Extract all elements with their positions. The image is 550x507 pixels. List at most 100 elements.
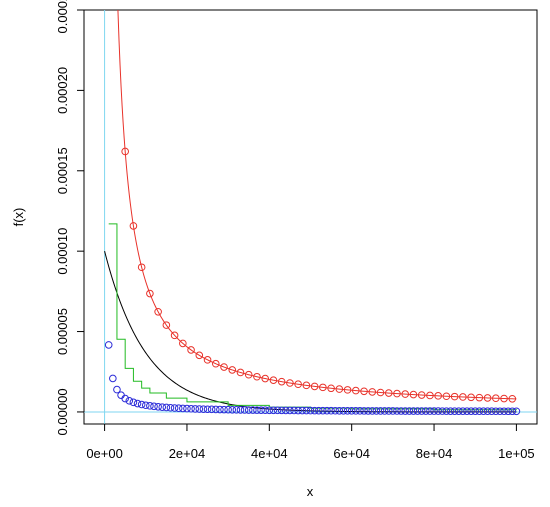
data-point <box>195 405 204 413</box>
series-3 <box>104 341 521 416</box>
data-point <box>216 405 224 414</box>
data-point <box>166 403 175 412</box>
data-point <box>487 407 496 416</box>
series-0 <box>117 10 517 403</box>
data-point <box>347 407 356 415</box>
data-point <box>475 407 484 416</box>
series-2 <box>108 223 517 411</box>
data-point <box>211 359 220 368</box>
data-point <box>319 383 327 392</box>
data-point <box>207 405 216 414</box>
data-point <box>154 307 162 316</box>
data-point <box>393 407 401 415</box>
data-point <box>430 407 438 415</box>
x-tick-label: 2e+04 <box>169 446 206 461</box>
data-point <box>335 406 344 415</box>
data-point <box>368 388 377 396</box>
data-point <box>273 406 282 415</box>
data-point <box>104 341 113 349</box>
data-point <box>253 372 261 381</box>
data-point <box>286 379 294 387</box>
data-point <box>492 407 500 416</box>
x-tick-label: 4e+04 <box>251 446 288 461</box>
data-point <box>323 406 331 415</box>
y-axis-label: f(x) <box>11 208 26 227</box>
data-point <box>496 407 504 416</box>
data-point <box>203 356 212 364</box>
data-point <box>170 331 179 340</box>
data-point <box>113 385 121 394</box>
data-point <box>450 392 459 401</box>
data-point <box>174 404 183 413</box>
data-point <box>220 363 228 371</box>
data-point <box>269 406 278 415</box>
data-point <box>500 407 508 416</box>
data-point <box>191 405 199 413</box>
data-point <box>236 368 245 377</box>
data-point <box>393 389 401 398</box>
data-point <box>146 402 154 410</box>
data-point <box>183 404 191 413</box>
data-point <box>483 394 492 402</box>
data-point <box>277 406 286 415</box>
data-point <box>220 405 228 414</box>
data-point <box>125 396 134 405</box>
data-point <box>450 407 459 415</box>
x-axis: 0e+00 2e+04 4e+04 6e+04 8e+04 1e+05 <box>86 423 535 461</box>
data-point <box>294 406 302 415</box>
data-point <box>467 407 475 415</box>
data-point <box>327 406 335 415</box>
data-point <box>384 407 393 415</box>
data-point <box>405 407 414 415</box>
y-tick-label: 0.00005 <box>55 308 70 355</box>
data-point <box>129 398 138 407</box>
data-point <box>360 407 368 415</box>
data-point <box>401 407 410 415</box>
data-point <box>199 405 208 413</box>
data-point <box>463 407 471 415</box>
data-point <box>327 384 335 393</box>
data-point <box>249 406 257 414</box>
data-point <box>426 391 434 400</box>
data-point <box>244 370 253 379</box>
series-1 <box>104 251 517 413</box>
data-point <box>281 406 290 415</box>
data-point <box>422 407 430 415</box>
y-tick-label: 0.00015 <box>55 147 70 194</box>
data-point <box>352 386 360 395</box>
data-point <box>413 407 422 415</box>
data-point <box>286 406 294 415</box>
data-point <box>389 407 397 415</box>
data-point <box>343 386 352 394</box>
data-point <box>401 390 410 398</box>
data-point <box>179 339 187 348</box>
data-point <box>352 407 360 415</box>
data-point <box>244 406 253 414</box>
data-point <box>265 406 274 415</box>
data-point <box>479 407 488 416</box>
data-point <box>162 321 171 329</box>
data-point <box>170 404 179 412</box>
data-point <box>236 406 245 414</box>
y-axis: 0.00000 0.00005 0.00010 0.00015 0.00020 0.000… <box>55 0 85 435</box>
data-point <box>438 407 447 415</box>
data-point <box>129 222 138 230</box>
data-point <box>360 387 368 396</box>
data-point <box>187 404 195 413</box>
x-tick-label: 0e+00 <box>86 446 123 461</box>
data-point <box>343 407 352 415</box>
data-point <box>290 406 298 415</box>
y-tick-label: 0.00010 <box>55 228 70 275</box>
data-point <box>121 147 129 156</box>
series-layer <box>104 10 521 416</box>
data-point <box>203 405 212 414</box>
data-point <box>261 374 270 383</box>
x-tick-label: 6e+04 <box>333 446 370 461</box>
data-point <box>434 392 442 400</box>
data-point <box>294 380 302 389</box>
data-point <box>228 366 237 374</box>
data-point <box>179 404 187 413</box>
data-point <box>150 402 158 411</box>
data-point <box>195 351 204 360</box>
data-point <box>154 402 162 411</box>
